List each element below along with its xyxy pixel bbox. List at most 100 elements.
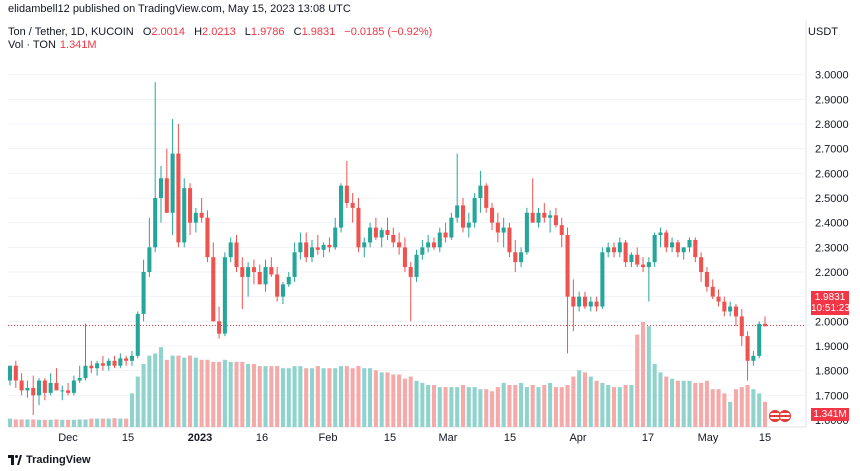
candle-body — [623, 242, 628, 263]
candle-body — [490, 207, 495, 223]
footer[interactable]: TradingView — [8, 454, 91, 466]
candle-body — [211, 257, 216, 322]
volume-bar — [240, 361, 245, 427]
volume-bar — [722, 393, 727, 427]
volume-bar — [443, 387, 448, 427]
y-tick-label: 1.7000 — [815, 390, 849, 402]
candle-body — [164, 178, 169, 213]
candle-body — [495, 222, 500, 233]
volume-bar — [414, 380, 419, 427]
candle-body — [745, 336, 750, 361]
publisher-line: elidambell12 published on TradingView.co… — [8, 3, 351, 15]
candle-body — [100, 363, 105, 366]
candle-body — [582, 296, 587, 307]
volume-bar — [565, 385, 570, 427]
candle-body — [251, 267, 256, 272]
volume-bar — [251, 364, 256, 427]
volume-bar — [263, 366, 268, 427]
candle-body — [66, 390, 71, 393]
volume-bar — [641, 322, 646, 427]
candle-body — [739, 316, 744, 337]
candle-body — [617, 242, 622, 253]
candle-body — [762, 323, 768, 327]
candle-body — [176, 153, 181, 243]
candle-body — [199, 212, 204, 218]
candle-body — [147, 247, 152, 272]
candle-body — [733, 306, 738, 317]
volume-bar — [362, 368, 367, 427]
volume-bar — [472, 387, 477, 427]
us-flag-icon[interactable] — [779, 410, 791, 422]
volume-bar — [77, 419, 82, 427]
volume-bar — [292, 366, 297, 427]
volume-bar — [13, 419, 18, 427]
candle-body — [699, 257, 704, 272]
volume-bar — [31, 419, 36, 427]
volume-value: 1.341M — [59, 39, 97, 51]
last-price-tag: 1.9831 10:51:23 — [811, 291, 850, 315]
candle-body — [350, 202, 355, 208]
candle-body — [193, 212, 198, 223]
volume-bar — [449, 387, 454, 427]
volume-bar — [559, 387, 564, 427]
volume-bar — [611, 387, 617, 427]
volume-bar — [513, 385, 518, 427]
candle-body — [373, 227, 378, 238]
candle-body — [524, 212, 529, 253]
volume-bar — [704, 380, 709, 427]
volume-bar — [600, 382, 605, 427]
candle-body — [19, 380, 24, 391]
y-tick-label: 2.5000 — [815, 193, 849, 205]
candle-body — [42, 380, 47, 393]
volume-bar — [170, 355, 175, 427]
volume-bar — [321, 368, 326, 427]
candle-body — [460, 205, 466, 228]
candle-body — [106, 360, 111, 366]
candle-body — [77, 378, 82, 381]
volume-bar — [205, 359, 210, 427]
candle-body — [664, 232, 669, 248]
symbol-label[interactable]: Ton / Tether, 1D, KUCOIN — [8, 26, 134, 38]
volume-bar — [420, 382, 425, 427]
candle-body — [7, 365, 13, 381]
candle-body — [751, 355, 756, 361]
x-tick-label: 15 — [384, 432, 396, 444]
volume-bar — [490, 391, 495, 427]
candle-body — [507, 227, 512, 253]
candle-body — [217, 321, 222, 334]
candle-body — [257, 272, 262, 285]
volume-label[interactable]: Vol · TON — [8, 39, 56, 51]
candle-body — [646, 262, 651, 268]
volume-bar — [7, 418, 13, 427]
candle-body — [89, 365, 94, 369]
candle-body — [135, 313, 140, 356]
candle-body — [170, 153, 175, 213]
candle-body — [675, 242, 680, 253]
us-flag-icon[interactable] — [769, 410, 781, 422]
volume-bar — [675, 380, 680, 427]
candle-body — [565, 235, 570, 297]
candle-body — [536, 212, 541, 223]
volume-bar — [280, 368, 285, 427]
x-tick-label: Feb — [319, 432, 338, 444]
volume-bar — [751, 389, 756, 427]
close-label: C — [293, 26, 302, 38]
volume-bar — [757, 393, 762, 427]
volume-bar — [762, 401, 768, 427]
volume-bar — [658, 372, 663, 427]
candle-body — [315, 247, 320, 250]
candle-body — [670, 242, 675, 248]
volume-bar — [275, 366, 280, 427]
volume-bar — [188, 355, 193, 427]
last-price-value: 1.9831 — [814, 292, 846, 303]
candle-body — [158, 178, 164, 198]
volume-bar — [368, 368, 373, 427]
candle-body — [542, 212, 547, 218]
candle-body — [83, 365, 88, 379]
candle-body — [443, 232, 448, 238]
axis-layer: 3.0000 2.9000 2.8000 2.7000 2.6000 2.5000 2.40… — [58, 70, 848, 444]
candle-body — [710, 286, 715, 297]
x-tick-label: Mar — [439, 432, 458, 444]
volume-bar — [339, 366, 344, 427]
